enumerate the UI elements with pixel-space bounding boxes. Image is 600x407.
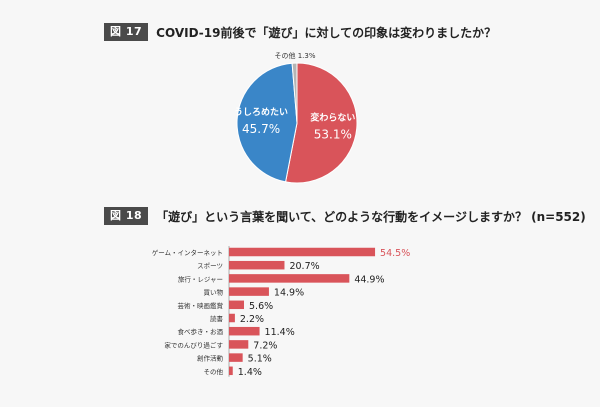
bar-value-label: 11.4% bbox=[265, 327, 295, 338]
bar-value-label: 2.2% bbox=[240, 314, 264, 325]
bar-value-label: 54.5% bbox=[380, 248, 410, 259]
bar-value-label: 14.9% bbox=[274, 288, 304, 299]
bar-value-label: 5.1% bbox=[248, 354, 272, 365]
bar-category-label: 芸術・映画鑑賞 bbox=[178, 301, 224, 310]
bar bbox=[229, 247, 376, 257]
figure17-title: COVID-19前後で「遊び」に対しての印象は変わりましたか？ bbox=[156, 25, 497, 40]
bar-category-label: 食べ歩き・お酒 bbox=[178, 327, 224, 336]
bar-value-label: 5.6% bbox=[249, 301, 273, 312]
bar bbox=[229, 287, 269, 296]
bar-category-label: 買い物 bbox=[204, 288, 224, 297]
pie-label-ushirometai-value: 45.7% bbox=[242, 122, 280, 136]
bar bbox=[229, 340, 249, 349]
pie-label-kawaranai-value: 53.1% bbox=[314, 127, 352, 141]
bar bbox=[229, 300, 245, 310]
pie-label-ushirometai-name: うしろめたい bbox=[234, 107, 288, 118]
bar bbox=[229, 260, 285, 270]
bar-value-label: 1.4% bbox=[238, 367, 262, 378]
pie-label-kawaranai-name: 変わらない bbox=[310, 111, 355, 123]
bar-value-label: 20.7% bbox=[289, 261, 319, 272]
pie-slice-kawaranai bbox=[284, 62, 358, 184]
bar-category-label: 創作活動 bbox=[197, 354, 224, 363]
bar bbox=[229, 366, 233, 376]
figure18-title: 「遊び」という言葉を聞いて、どのような行動をイメージしますか？ (n=552) bbox=[156, 209, 586, 224]
bar-value-label: 44.9% bbox=[354, 274, 384, 285]
bar bbox=[229, 326, 260, 336]
bar bbox=[229, 274, 350, 283]
figure17-header: 図 17 COVID-19前後で「遊び」に対しての印象は変わりましたか？ bbox=[104, 23, 496, 41]
bar bbox=[229, 353, 243, 362]
figure18-badge: 図 18 bbox=[104, 207, 149, 225]
figure17-badge: 図 17 bbox=[104, 23, 149, 41]
pie-chart: 変わらない 53.1% うしろめたい 45.7% その他 1.3% bbox=[234, 51, 358, 184]
bar-category-label: 旅行・レジャー bbox=[178, 274, 223, 283]
bar bbox=[229, 313, 235, 323]
bar-value-label: 7.2% bbox=[253, 340, 277, 351]
bar-category-label: 家でのんびり過ごす bbox=[164, 340, 223, 349]
bar-category-label: その他 bbox=[204, 367, 224, 376]
figure18-header: 図 18 「遊び」という言葉を聞いて、どのような行動をイメージしますか？ (n=… bbox=[104, 207, 586, 225]
bar-category-label: 読書 bbox=[210, 314, 224, 323]
bar-category-label: スポーツ bbox=[197, 262, 223, 270]
pie-label-sonota: その他 1.3% bbox=[274, 51, 315, 60]
bar-category-label: ゲーム・インターネット bbox=[152, 248, 223, 257]
pie-slice-sonota bbox=[291, 62, 298, 124]
pie-slice-ushirometai bbox=[236, 62, 298, 183]
